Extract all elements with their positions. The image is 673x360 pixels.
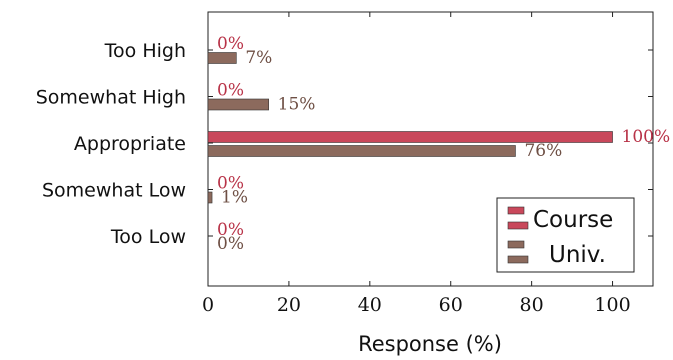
data-label-course: 0% [217, 34, 244, 54]
legend-swatch-course [507, 221, 529, 230]
category-labels: Too High Somewhat High Appropriate Somewhat… [36, 40, 186, 248]
data-label-course: 0% [217, 81, 244, 101]
x-tick-label: 100 [594, 294, 630, 316]
legend-swatch-course [507, 206, 525, 215]
bar-univ [207, 98, 269, 111]
data-label-course: 0% [217, 220, 244, 240]
bars-layer [207, 52, 613, 204]
category-label: Somewhat High [36, 87, 186, 109]
bar-univ [207, 52, 237, 64]
ticks-layer: 0 20 40 60 80 100 [202, 12, 653, 316]
data-label-univ: 76% [524, 141, 562, 161]
x-tick-label: 0 [202, 294, 214, 316]
bar-univ [207, 145, 516, 157]
x-axis-label: Response (%) [358, 332, 502, 356]
legend-label-univ: Univ. [549, 242, 606, 268]
category-label: Appropriate [74, 133, 186, 155]
x-tick-label: 20 [277, 294, 301, 316]
x-tick-label: 80 [520, 294, 544, 316]
category-label: Somewhat Low [42, 180, 186, 202]
bar-univ [207, 191, 213, 204]
data-label-univ: 1% [221, 188, 248, 208]
data-label-univ: 0% [217, 234, 244, 254]
x-tick-label: 60 [439, 294, 463, 316]
bar-course [207, 131, 613, 143]
legend-label-course: Course [533, 207, 613, 233]
x-tick-label: 40 [358, 294, 382, 316]
legend: Course Univ. [496, 197, 635, 273]
data-labels-layer: 0%7%0%15%100%76%0%1%0%0% [217, 34, 670, 254]
data-label-course: 0% [217, 174, 244, 194]
data-label-course: 100% [622, 127, 671, 147]
category-label: Too High [104, 40, 186, 62]
legend-swatch-univ [507, 240, 525, 249]
legend-swatch-univ [507, 255, 529, 264]
data-label-univ: 15% [278, 95, 316, 115]
category-label: Too Low [110, 226, 186, 248]
data-label-univ: 7% [245, 48, 272, 68]
